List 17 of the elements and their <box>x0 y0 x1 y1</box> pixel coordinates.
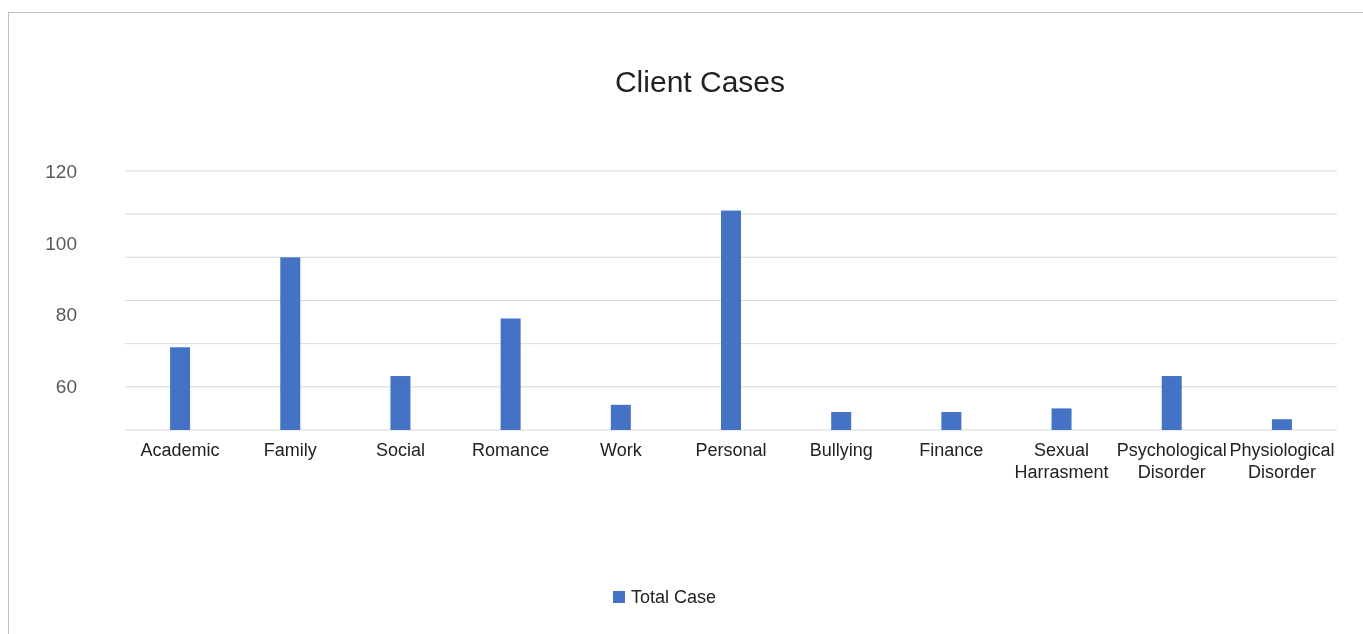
x-tick-label: Physiological Disorder <box>1229 440 1335 482</box>
x-tick-label: Bullying <box>809 440 873 460</box>
x-tick-label: Finance <box>919 440 984 460</box>
x-tick-label: Family <box>263 440 317 460</box>
x-tick-label: Social <box>375 440 425 460</box>
y-tick-label: 80 <box>55 304 77 326</box>
y-tick-label: 120 <box>45 160 77 182</box>
x-tick-label: Psychological Disorder <box>1116 440 1227 482</box>
x-tick-label: Romance <box>472 440 550 460</box>
y-tick-label: 60 <box>55 376 77 398</box>
x-tick-label: Sexual Harrasment <box>1014 440 1109 482</box>
x-tick-label: Personal <box>695 440 767 460</box>
chart-title: Client Cases <box>614 65 786 98</box>
legend-label: Total Case <box>631 587 717 607</box>
y-tick-label: 100 <box>45 232 77 254</box>
x-tick-label: Work <box>599 440 643 460</box>
x-tick-label: Academic <box>140 440 220 460</box>
